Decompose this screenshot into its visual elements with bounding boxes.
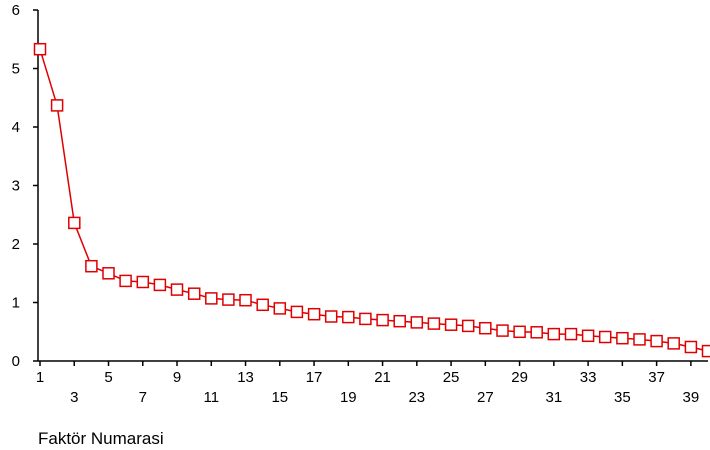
data-point bbox=[530, 326, 543, 339]
y-tick-label: 0 bbox=[12, 353, 20, 370]
x-tick-label: 29 bbox=[511, 369, 528, 386]
data-point bbox=[427, 317, 441, 330]
data-point bbox=[667, 337, 680, 350]
series-group bbox=[33, 42, 710, 358]
data-point bbox=[239, 293, 252, 307]
data-point bbox=[222, 293, 235, 306]
x-ticks: 1 5 9 13 17 21 25 29 33 373 7 11 15 19 23 27 31 35 39 bbox=[36, 361, 699, 406]
data-point bbox=[342, 310, 355, 324]
data-point bbox=[205, 292, 218, 305]
data-point bbox=[359, 312, 372, 326]
x-axis-title: Faktör Numarasi bbox=[38, 429, 164, 448]
data-point bbox=[324, 310, 338, 323]
series-line bbox=[39, 48, 709, 352]
data-point bbox=[564, 327, 578, 341]
data-point bbox=[701, 344, 710, 358]
y-tick-label: 6 bbox=[12, 2, 20, 19]
data-point bbox=[273, 302, 287, 315]
x-tick-label: 9 bbox=[173, 369, 181, 386]
data-point bbox=[496, 324, 509, 337]
data-point bbox=[102, 267, 115, 280]
data-point bbox=[633, 333, 646, 346]
x-tick-label: 35 bbox=[614, 389, 631, 406]
x-tick-label: 37 bbox=[648, 369, 665, 386]
data-point bbox=[33, 42, 47, 56]
y-tick-label: 5 bbox=[12, 61, 20, 78]
data-point bbox=[256, 298, 269, 312]
y-tick-label: 4 bbox=[12, 119, 20, 136]
x-tick-label: 19 bbox=[340, 389, 357, 406]
data-point bbox=[479, 321, 492, 335]
data-point bbox=[119, 274, 132, 288]
y-ticks: 0 1 2 3 4 5 6 bbox=[12, 2, 38, 370]
data-point bbox=[650, 334, 663, 348]
x-tick-label: 31 bbox=[546, 389, 563, 406]
data-point bbox=[136, 275, 150, 289]
data-point bbox=[50, 99, 64, 112]
x-tick-label: 21 bbox=[374, 369, 391, 386]
data-point bbox=[598, 330, 612, 344]
data-point bbox=[513, 325, 526, 339]
x-tick-label: 25 bbox=[443, 369, 460, 386]
x-tick-label: 13 bbox=[237, 369, 254, 386]
data-point bbox=[581, 329, 595, 343]
x-tick-label: 7 bbox=[139, 389, 147, 406]
x-tick-label: 17 bbox=[306, 369, 323, 386]
y-tick-label: 2 bbox=[12, 236, 20, 253]
data-point bbox=[393, 314, 406, 328]
data-point bbox=[307, 307, 321, 321]
data-point bbox=[187, 287, 201, 300]
data-point bbox=[153, 278, 167, 292]
x-tick-label: 1 bbox=[36, 369, 44, 386]
data-point bbox=[376, 313, 389, 327]
x-tick-label: 27 bbox=[477, 389, 494, 406]
y-tick-label: 1 bbox=[12, 295, 20, 312]
data-point bbox=[616, 331, 629, 345]
x-tick-label: 33 bbox=[580, 369, 597, 386]
x-tick-label: 5 bbox=[104, 369, 112, 386]
x-tick-label: 39 bbox=[683, 389, 700, 406]
data-point bbox=[170, 283, 184, 296]
data-point bbox=[547, 327, 561, 341]
data-point bbox=[461, 319, 475, 333]
data-point bbox=[68, 216, 81, 230]
data-point bbox=[684, 340, 698, 354]
x-tick-label: 23 bbox=[408, 389, 425, 406]
x-tick-label: 11 bbox=[203, 389, 219, 406]
data-point bbox=[290, 305, 304, 319]
data-point bbox=[85, 259, 98, 273]
x-tick-label: 3 bbox=[70, 389, 78, 406]
data-point bbox=[410, 316, 424, 329]
y-tick-label: 3 bbox=[12, 178, 20, 195]
data-point bbox=[444, 318, 458, 331]
x-tick-label: 15 bbox=[271, 389, 288, 406]
